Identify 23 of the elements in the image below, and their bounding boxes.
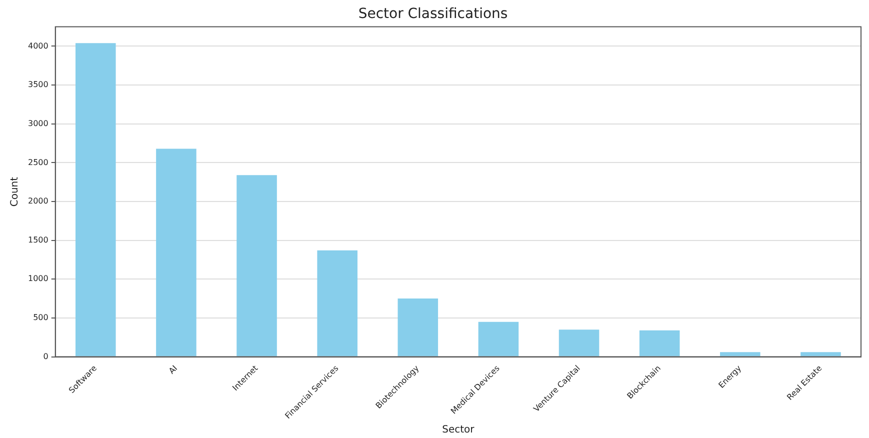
y-tick-label: 2500 bbox=[28, 158, 48, 167]
y-tick-label: 2000 bbox=[28, 196, 48, 206]
bar bbox=[800, 352, 841, 356]
x-tick-label: AI bbox=[167, 364, 180, 376]
chart-title: Sector Classifications bbox=[358, 6, 508, 22]
y-tick-label: 1000 bbox=[28, 274, 48, 284]
y-tick-label: 0 bbox=[43, 352, 48, 361]
bar bbox=[317, 250, 358, 356]
bar bbox=[398, 298, 438, 356]
bar bbox=[558, 330, 600, 356]
y-tick-label: 3500 bbox=[28, 80, 48, 90]
bar bbox=[720, 352, 760, 356]
y-tick-label: 3000 bbox=[28, 118, 48, 128]
bar bbox=[478, 322, 519, 356]
y-axis-title: Count bbox=[10, 176, 21, 207]
y-tick-label: 4000 bbox=[28, 41, 48, 50]
y-tick-label: 1500 bbox=[28, 235, 48, 244]
bar bbox=[236, 175, 277, 356]
bar bbox=[76, 43, 116, 356]
x-axis-title: Sector bbox=[442, 424, 476, 436]
y-tick-label: 500 bbox=[33, 313, 48, 322]
bar bbox=[156, 148, 196, 356]
bar bbox=[639, 330, 680, 356]
